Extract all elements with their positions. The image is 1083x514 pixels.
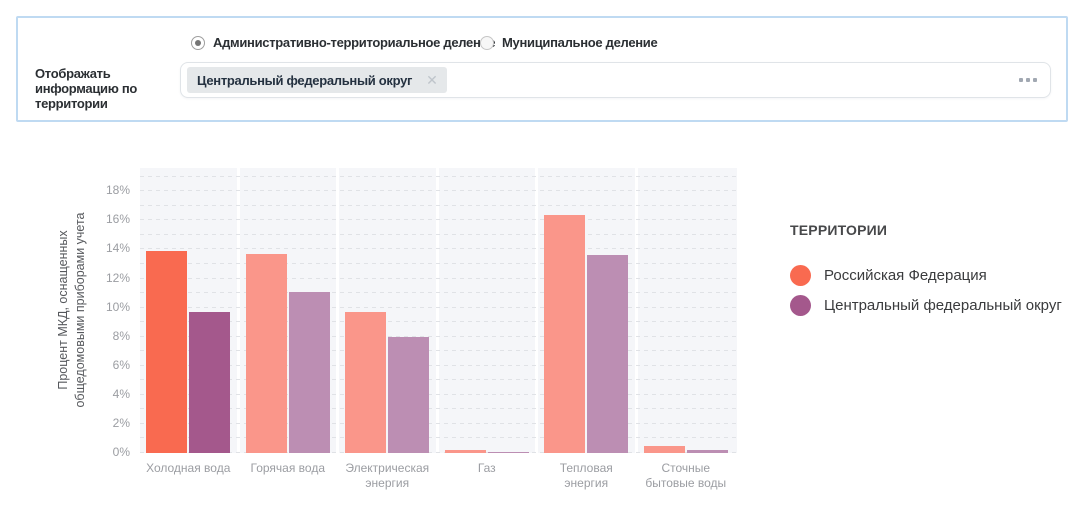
gridline xyxy=(140,437,737,439)
legend-label: Центральный федеральный округ xyxy=(824,296,1062,314)
y-tick-label: 4% xyxy=(112,386,130,401)
territory-field-label: Отображать информацию по территории xyxy=(35,66,138,111)
territory-input[interactable]: Центральный федеральный округ ✕ xyxy=(180,62,1051,98)
bar-cfo-3[interactable] xyxy=(487,451,529,453)
y-tick-label: 18% xyxy=(105,183,130,198)
y-tick-label: 2% xyxy=(112,415,130,430)
bar-rf-3[interactable] xyxy=(444,450,486,453)
radio-selected-icon[interactable] xyxy=(191,35,205,50)
gridline xyxy=(140,204,737,206)
gridline xyxy=(140,335,737,337)
x-category-label: Горячая вода xyxy=(250,461,326,475)
gridline xyxy=(140,190,737,192)
gridline xyxy=(140,393,737,395)
bar-rf-4[interactable] xyxy=(544,214,586,453)
x-category-label: Тепловая энергия xyxy=(559,461,613,490)
gridline xyxy=(140,175,737,177)
category-band xyxy=(637,168,737,453)
radio-municipal-label: Муниципальное деление xyxy=(502,35,658,50)
gridline xyxy=(140,277,737,279)
gridline xyxy=(140,233,737,235)
gridline xyxy=(140,248,737,250)
y-tick-label: 10% xyxy=(105,299,130,314)
legend-title: ТЕРРИТОРИИ xyxy=(790,222,888,238)
bar-cfo-5[interactable] xyxy=(686,450,728,453)
bar-cfo-1[interactable] xyxy=(288,291,330,453)
gridline xyxy=(140,321,737,323)
bar-chart-plot xyxy=(140,168,737,453)
y-tick-label: 0% xyxy=(112,445,130,459)
gridline xyxy=(140,306,737,308)
territory-chip-label: Центральный федеральный округ xyxy=(197,72,413,88)
y-tick-label: 12% xyxy=(105,270,130,285)
bar-cfo-2[interactable] xyxy=(388,336,430,453)
chip-close-icon[interactable]: ✕ xyxy=(426,72,438,88)
gridline xyxy=(140,408,737,410)
bar-rf-5[interactable] xyxy=(643,445,685,453)
category-band xyxy=(438,168,539,453)
gridline xyxy=(140,262,737,264)
gridline xyxy=(140,219,737,221)
gridline xyxy=(140,292,737,294)
y-tick-label: 16% xyxy=(105,212,130,227)
gridline xyxy=(140,379,737,381)
x-category-label: Газ xyxy=(477,461,496,475)
radio-administrative-label: Административно-территориальное деление xyxy=(213,35,496,50)
x-category-label: Электрическая энергия xyxy=(345,461,430,490)
chart-legend: ТЕРРИТОРИИ Российская Федерация Центральн… xyxy=(790,222,1075,322)
bar-rf-1[interactable] xyxy=(245,253,287,453)
x-category-label: Холодная вода xyxy=(146,461,231,475)
territory-chip[interactable]: Центральный федеральный округ ✕ xyxy=(187,67,447,93)
y-tick-label: 14% xyxy=(105,241,130,256)
gridline xyxy=(140,364,737,366)
bar-rf-2[interactable] xyxy=(345,311,387,453)
legend-items: Российская Федерация Центральный федераль… xyxy=(790,262,1075,318)
y-axis-ticks: 0% 2% 4% 6% 8% 10% 12% 14% 16% 18% xyxy=(80,168,130,459)
y-tick-label: 6% xyxy=(112,357,130,372)
legend-item-cfo[interactable]: Центральный федеральный округ xyxy=(790,292,1075,318)
legend-swatch-icon xyxy=(790,264,811,286)
gridline xyxy=(140,452,737,453)
bar-cfo-4[interactable] xyxy=(587,255,629,453)
bar-cfo-0[interactable] xyxy=(189,311,231,453)
legend-label: Российская Федерация xyxy=(824,266,987,284)
legend-item-rf[interactable]: Российская Федерация xyxy=(790,262,1075,288)
radio-dot xyxy=(195,39,201,46)
x-category-label: Сточные бытовые воды xyxy=(645,461,727,490)
territory-filter-panel: Административно-территориальное деление … xyxy=(16,16,1068,122)
more-options-icon[interactable] xyxy=(1019,78,1037,82)
y-tick-label: 8% xyxy=(112,328,130,343)
legend-swatch-icon xyxy=(790,294,811,316)
radio-unselected-icon[interactable] xyxy=(480,35,494,50)
radio-administrative-division[interactable]: Административно-территориальное деление xyxy=(191,35,495,50)
bar-rf-0[interactable] xyxy=(146,250,188,453)
radio-municipal-division[interactable]: Муниципальное деление xyxy=(480,35,658,50)
gridline xyxy=(140,350,737,352)
gridline xyxy=(140,422,737,424)
